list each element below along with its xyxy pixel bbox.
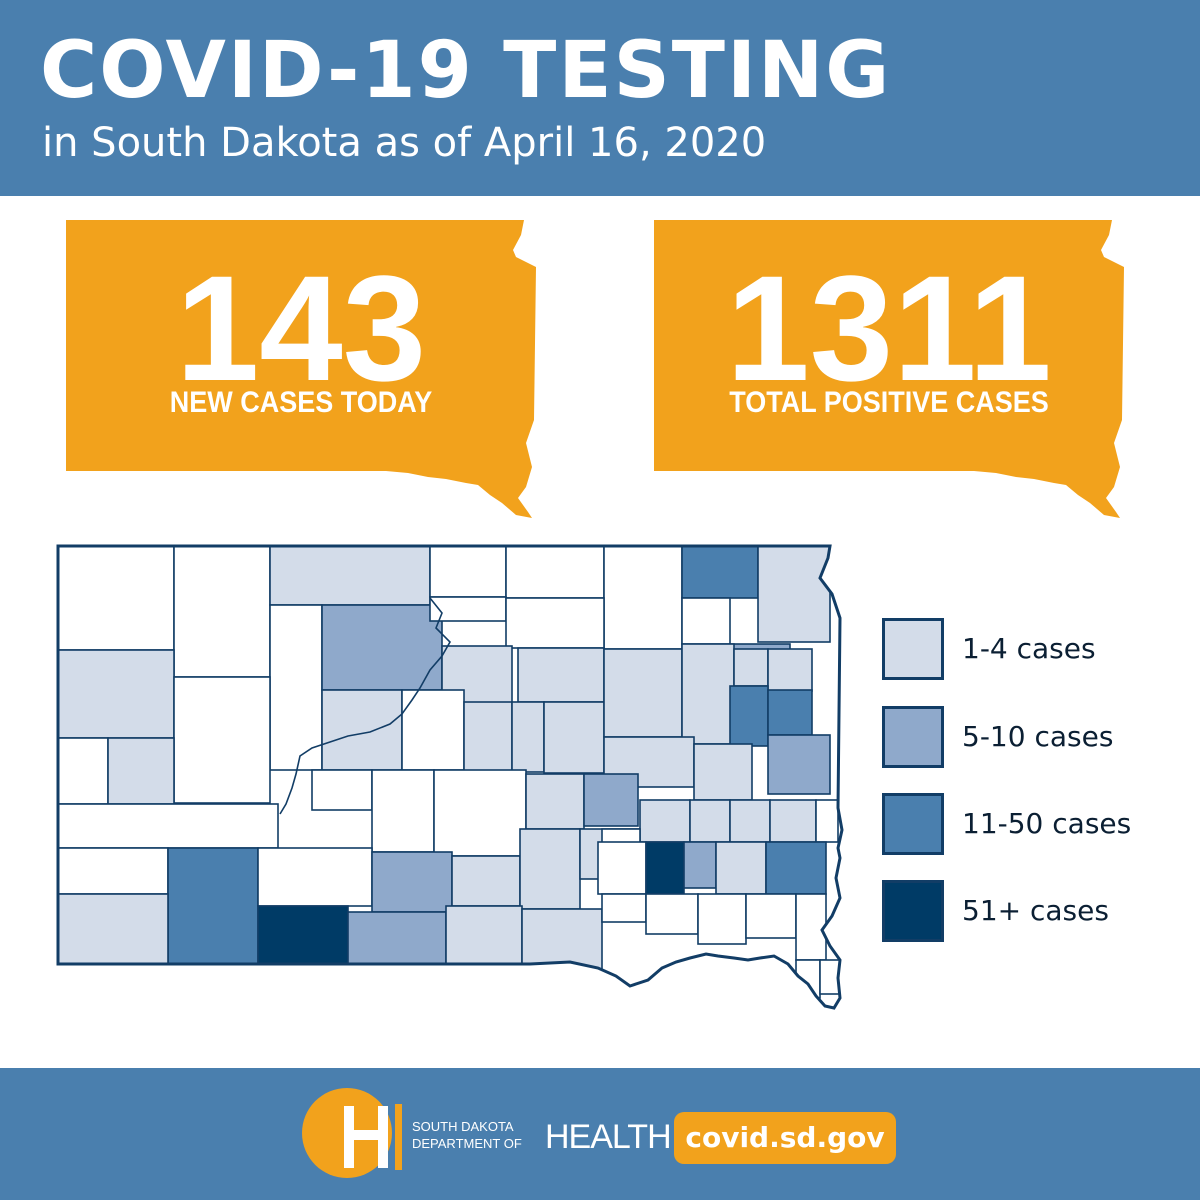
county-27 [681,643,735,745]
legend-swatch [882,793,944,855]
county-28 [733,648,769,687]
county-24 [511,701,545,773]
county-23 [463,701,513,772]
county-22 [401,689,465,771]
county-8 [58,649,175,739]
total-cases-label: TOTAL POSITIVE CASES [729,386,1049,419]
county-30 [729,685,769,747]
county-5 [603,546,683,650]
new-cases-label: NEW CASES TODAY [169,386,433,419]
total-cases-card: 1311 TOTAL POSITIVE CASES [654,215,1134,520]
county-48 [689,799,731,843]
state-silhouette-shape [66,220,536,518]
state-border [56,544,844,1010]
county-31 [767,689,813,736]
org-name-line1: SOUTH DAKOTA [412,1119,514,1134]
county-41 [167,847,259,965]
river-line [279,597,451,815]
county-34 [767,734,831,795]
county-63 [601,893,647,923]
county-12 [505,597,605,649]
website-link[interactable]: covid.sd.gov [674,1112,896,1164]
county-59 [257,905,349,965]
county-32 [603,736,695,788]
county-64 [645,893,699,935]
county-14 [173,676,271,804]
county-66 [745,893,797,939]
county-15 [58,737,109,805]
county-67 [795,893,827,961]
county-3 [429,546,507,598]
legend-label: 51+ cases [962,894,1109,927]
county-57 [765,841,827,895]
county-55 [683,841,717,889]
county-58 [58,893,169,965]
county-38 [525,773,585,830]
legend-swatch [882,618,944,680]
legend-swatch [882,706,944,768]
county-50 [769,799,817,843]
county-65 [697,893,747,945]
new-cases-card: 143 NEW CASES TODAY [66,215,546,520]
county-0 [58,546,175,651]
state-silhouette-shape [654,220,1124,518]
county-4 [505,546,605,599]
legend-swatch [882,880,944,942]
county-10 [321,604,443,691]
county-11 [429,596,507,622]
county-39 [583,773,639,827]
county-7 [757,546,831,643]
county-19 [517,647,605,703]
new-cases-value: 143 [175,244,427,412]
county-33 [693,743,753,801]
county-36 [371,769,435,853]
county-26 [603,648,683,738]
county-54 [645,841,685,895]
county-51 [815,799,839,843]
page-subtitle: in South Dakota as of April 16, 2020 [42,120,767,166]
county-21 [58,803,279,849]
org-name-health: HEALTH [545,1118,672,1156]
legend-label: 11-50 cases [962,807,1132,840]
header-banner: COVID-19 TESTING in South Dakota as of A… [0,0,1200,196]
county-44 [451,855,521,907]
page-title: COVID-19 TESTING [40,26,892,116]
county-16 [107,737,175,805]
county-69 [819,959,842,995]
county-61 [445,905,523,965]
county-45 [519,828,581,910]
county-47 [639,799,691,843]
legend-label: 5-10 cases [962,720,1114,753]
county-56 [715,841,767,895]
county-1 [173,546,271,678]
county-62 [521,908,603,970]
county-2 [269,546,431,606]
county-53 [597,841,647,895]
county-35 [311,769,373,811]
county-9 [269,604,323,771]
total-cases-value: 1311 [726,244,1052,412]
county-17 [321,689,403,771]
org-name-line2: DEPARTMENT OF [412,1136,522,1151]
county-6 [681,546,759,599]
county-29 [767,648,813,692]
legend-label: 1-4 cases [962,632,1096,665]
health-logo-icon [302,1088,402,1178]
county-37 [433,769,527,857]
county-group [58,546,842,999]
footer-banner [0,1068,1200,1200]
county-42 [257,847,373,907]
county-13 [681,597,731,645]
county-60 [347,911,447,965]
county-49 [729,799,771,843]
county-25 [543,701,605,774]
county-map [56,544,844,1010]
county-40 [58,847,169,895]
county-43 [371,851,453,913]
